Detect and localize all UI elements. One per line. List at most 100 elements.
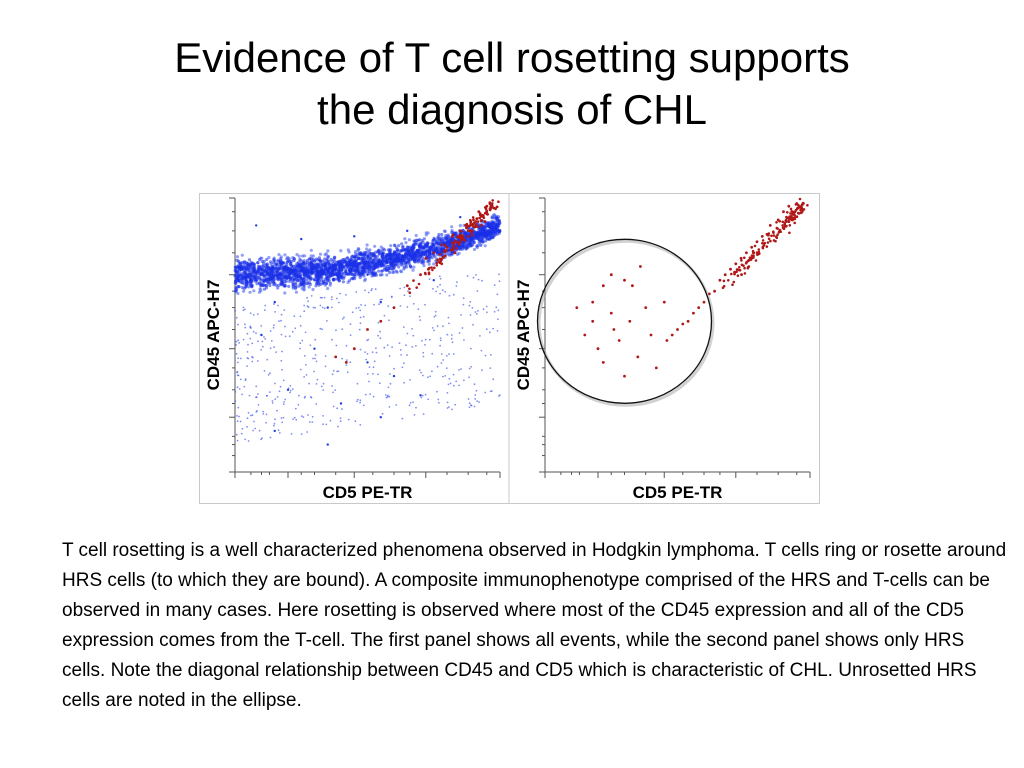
blue-event-point [299,342,302,345]
blue-event-point [359,348,362,351]
blue-event-point [280,283,284,287]
red-event-point [729,267,732,271]
blue-event-point [252,314,255,316]
blue-event-point [291,388,294,390]
blue-event-point [403,294,406,297]
x-axis-label: CD5 PE-TR [323,483,413,502]
blue-event-point [307,300,309,303]
blue-event-point [314,357,316,360]
blue-event-point [370,260,374,264]
blue-event-point [265,257,269,262]
blue-event-point [255,396,258,399]
blue-event-point [256,313,259,315]
blue-event-point [406,229,409,233]
blue-event-point [239,264,243,268]
blue-event-point [431,352,434,355]
blue-event-point [258,281,262,285]
blue-event-point [345,364,348,366]
blue-event-point [488,225,493,229]
blue-event-point [424,303,426,306]
blue-event-point [240,253,244,257]
blue-event-point [381,298,383,301]
blue-event-point [439,344,441,347]
blue-event-point [365,247,369,251]
red-event-point [475,217,479,220]
red-event-point [736,274,740,277]
blue-event-point [398,342,401,344]
blue-event-point [328,273,333,277]
red-event-point [485,213,489,216]
blue-event-point [252,429,254,432]
x-axis-label: CD5 PE-TR [633,483,723,502]
blue-event-point [388,270,392,275]
blue-event-point [323,277,327,281]
blue-event-point [460,368,462,370]
blue-event-point [342,271,346,276]
blue-event-point [289,276,293,280]
blue-event-point [413,414,416,416]
blue-event-point [273,300,276,304]
blue-event-point [351,311,354,314]
blue-event-point [338,262,342,266]
blue-event-point [420,396,423,399]
blue-event-point [493,284,496,286]
blue-event-point [247,258,252,262]
blue-event-point [315,281,319,286]
blue-event-point [258,429,261,432]
blue-event-point [322,423,324,426]
blue-event-point [365,243,369,247]
blue-event-point [261,280,265,284]
red-events-series [575,197,809,378]
blue-event-point [245,279,249,283]
blue-event-point [448,294,451,297]
red-event-point [439,257,443,261]
blue-event-point [450,337,453,340]
blue-event-point [366,353,369,355]
blue-event-point [380,259,385,263]
blue-event-point [244,326,247,329]
blue-event-point [332,391,334,394]
blue-event-point [363,277,367,281]
blue-event-point [422,413,425,415]
blue-event-point [238,388,241,390]
blue-event-point [267,281,271,285]
blue-event-point [309,248,313,252]
blue-event-point [347,272,351,276]
blue-event-point [439,292,441,295]
blue-event-point [257,265,262,269]
blue-event-point [388,355,391,357]
blue-event-point [344,269,348,273]
blue-event-point [392,260,396,264]
blue-event-point [496,225,500,229]
blue-event-point [462,303,465,306]
blue-event-point [331,385,333,387]
blue-event-point [255,282,259,286]
blue-event-point [477,278,480,281]
blue-event-point [269,330,272,332]
blue-event-point [242,287,246,291]
blue-event-point [392,374,396,378]
blue-event-point [445,355,448,357]
blue-event-point [282,403,285,405]
blue-event-point [390,267,394,271]
blue-event-point [496,293,499,296]
blue-event-point [403,248,408,252]
blue-event-point [482,308,485,311]
blue-event-point [417,308,420,311]
blue-event-point [486,311,488,314]
red-event-point [789,212,792,215]
blue-event-point [447,316,450,319]
blue-event-point [428,338,431,341]
blue-event-point [376,262,380,267]
blue-event-point [251,414,254,417]
blue-event-point [275,275,279,279]
blue-event-point [326,249,330,253]
blue-event-point [422,246,426,250]
blue-event-point [332,369,335,372]
blue-event-point [303,355,306,357]
red-event-point [452,244,455,248]
blue-event-point [345,344,348,347]
blue-event-point [354,265,359,269]
red-event-point [440,243,444,246]
red-event-point [772,230,775,233]
